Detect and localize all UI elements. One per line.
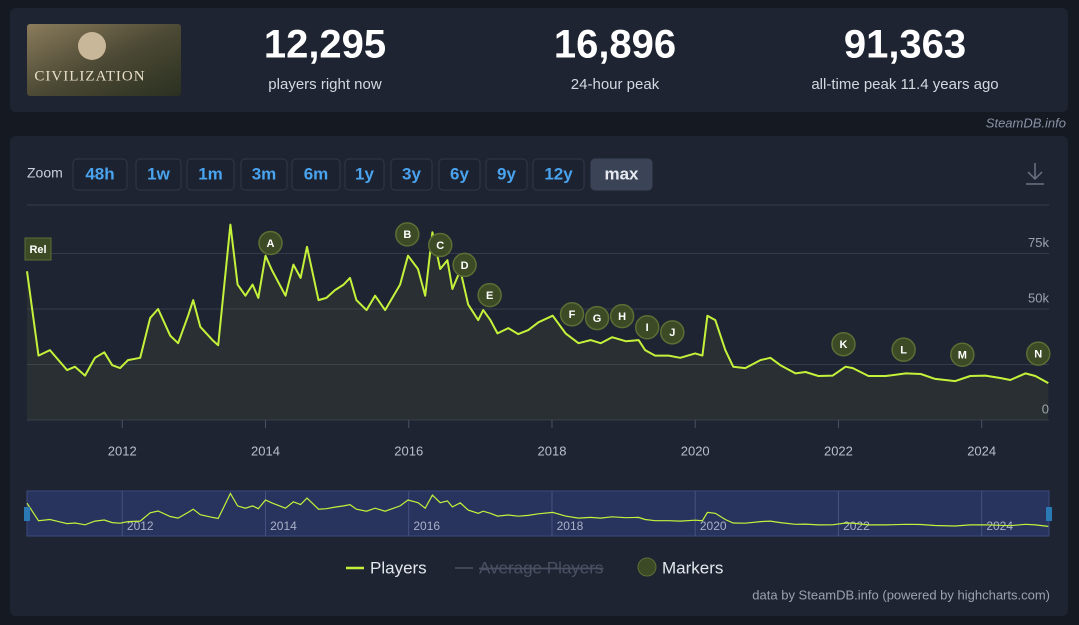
zoom-button[interactable]: [72, 158, 128, 191]
y-tick-label: 50k: [1028, 290, 1049, 305]
navigator-tick-label: 2020: [700, 519, 727, 533]
marker-label[interactable]: D: [461, 260, 469, 272]
thumbnail-figure: [78, 32, 106, 60]
marker[interactable]: [477, 282, 502, 308]
marker[interactable]: [609, 303, 635, 329]
legend-label[interactable]: Players: [370, 558, 427, 577]
marker[interactable]: [831, 331, 856, 357]
zoom-button[interactable]: [590, 158, 653, 191]
zoom-button-label[interactable]: 6y: [450, 164, 469, 183]
header-panel: [10, 8, 1068, 112]
x-tick-label: 2012: [108, 443, 137, 458]
marker[interactable]: [660, 320, 685, 345]
marker-label[interactable]: H: [618, 311, 626, 323]
navigator-line: [26, 492, 1049, 527]
stat-label: players right now: [268, 76, 382, 93]
zoom-button[interactable]: [485, 158, 528, 191]
thumbnail-title: CIVILIZATION: [34, 68, 145, 84]
credit: data by SteamDB.info (powered by highcha…: [752, 587, 1050, 602]
zoom-button[interactable]: [240, 158, 288, 191]
marker-label[interactable]: M: [958, 350, 967, 362]
navigator-tick-label: 2024: [986, 519, 1013, 533]
navigator-tick-label: 2016: [413, 519, 440, 533]
zoom-button[interactable]: [390, 158, 433, 191]
y-tick-label: 0: [1042, 401, 1049, 416]
zoom-button-label[interactable]: 1y: [355, 164, 374, 183]
stat-value: 12,295: [264, 23, 386, 67]
marker[interactable]: [559, 302, 585, 327]
marker-label[interactable]: G: [593, 313, 602, 325]
marker-label[interactable]: B: [403, 229, 411, 241]
navigator-tick-label: 2014: [270, 519, 297, 533]
zoom-button-label[interactable]: 3m: [252, 164, 277, 183]
x-tick-label: 2014: [251, 443, 280, 458]
marker-label[interactable]: I: [646, 322, 649, 334]
marker[interactable]: [427, 232, 453, 258]
zoom-button-label[interactable]: 1m: [198, 164, 223, 183]
stat-label: all-time peak 11.4 years ago: [811, 76, 998, 93]
zoom-button-label[interactable]: 3y: [402, 164, 421, 183]
marker[interactable]: [634, 315, 660, 340]
zoom-button[interactable]: [532, 158, 585, 191]
download-icon[interactable]: [1026, 163, 1044, 185]
x-tick-label: 2022: [824, 443, 853, 458]
stat-label: 24-hour peak: [571, 76, 660, 93]
zoom-button-label[interactable]: max: [604, 164, 639, 183]
navigator-handle[interactable]: [24, 507, 30, 521]
x-tick-label: 2016: [394, 443, 423, 458]
x-tick-label: 2020: [681, 443, 710, 458]
zoom-button[interactable]: [344, 158, 385, 191]
source: SteamDB.info: [986, 115, 1066, 130]
marker[interactable]: [891, 337, 916, 362]
marker[interactable]: [1026, 341, 1051, 366]
zoom-button-label[interactable]: 12y: [544, 164, 573, 183]
area: [27, 224, 1049, 420]
download-arrow[interactable]: [1026, 163, 1044, 185]
marker-label[interactable]: L: [900, 345, 907, 357]
legend-swatch: [637, 557, 657, 577]
zoom-button-label[interactable]: 48h: [85, 164, 114, 183]
marker[interactable]: [950, 342, 975, 367]
zoom-label: Zoom: [27, 165, 63, 181]
marker[interactable]: [395, 222, 420, 247]
x-tick-label: 2018: [538, 443, 567, 458]
marker-label[interactable]: J: [669, 327, 675, 339]
y-tick-label: 75k: [1028, 235, 1049, 250]
marker[interactable]: [258, 230, 283, 256]
game-thumbnail: [27, 24, 181, 96]
marker-label[interactable]: K: [839, 339, 847, 351]
marker-label[interactable]: N: [1034, 349, 1042, 361]
navigator-handle[interactable]: [1046, 507, 1052, 521]
marker[interactable]: [452, 252, 477, 278]
zoom-button-label[interactable]: 6m: [304, 164, 329, 183]
navigator-tick-label: 2018: [557, 519, 584, 533]
marker-label[interactable]: E: [486, 290, 493, 302]
marker-label[interactable]: C: [436, 240, 444, 252]
zoom-button[interactable]: [186, 158, 235, 191]
marker-label[interactable]: A: [267, 238, 275, 250]
stat-value: 91,363: [844, 23, 966, 67]
marker-label[interactable]: F: [569, 309, 576, 321]
zoom-button[interactable]: [438, 158, 481, 191]
legend-label[interactable]: Average Players: [479, 558, 603, 577]
zoom-button[interactable]: [135, 158, 182, 191]
navigator-tick-label: 2012: [127, 519, 154, 533]
release-marker[interactable]: [24, 237, 52, 261]
legend-label[interactable]: Markers: [662, 558, 723, 577]
zoom-button-label[interactable]: 1w: [147, 164, 170, 183]
navigator-tick-label: 2022: [843, 519, 870, 533]
stat-value: 16,896: [554, 23, 676, 67]
x-tick-label: 2024: [967, 443, 996, 458]
marker[interactable]: [584, 305, 610, 331]
zoom-button-label[interactable]: 9y: [497, 164, 516, 183]
marker-label[interactable]: Rel: [29, 244, 46, 256]
zoom-button[interactable]: [291, 158, 341, 191]
